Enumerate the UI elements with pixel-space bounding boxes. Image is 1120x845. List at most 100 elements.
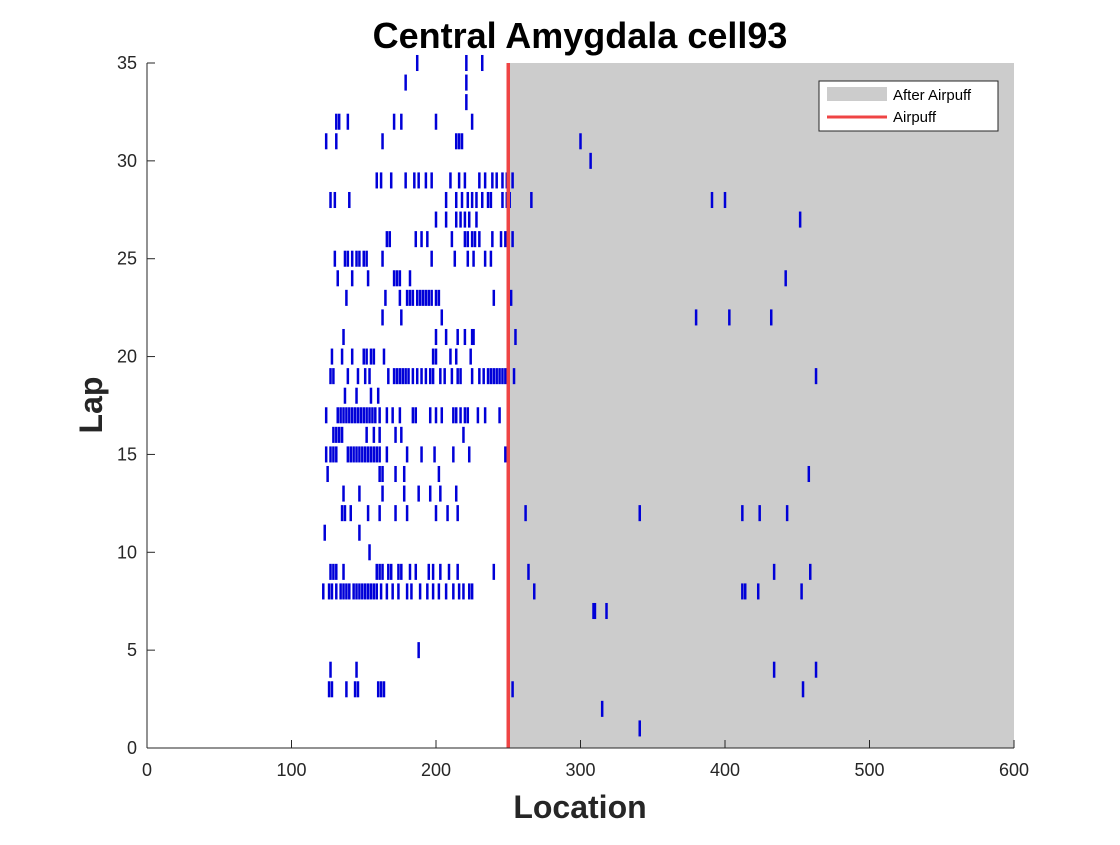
after-airpuff-region xyxy=(508,63,1014,748)
spike-tick xyxy=(431,583,435,600)
spike-tick xyxy=(410,583,413,600)
spike-tick xyxy=(345,407,348,424)
spike-tick xyxy=(426,583,429,600)
spike-tick xyxy=(346,113,350,130)
spike-tick xyxy=(579,133,582,150)
chart-title: Central Amygdala cell93 xyxy=(373,15,788,56)
spike-tick xyxy=(332,446,335,463)
spike-tick xyxy=(387,368,390,385)
spike-tick xyxy=(336,407,339,424)
spike-tick xyxy=(379,583,383,600)
spike-tick xyxy=(372,426,376,443)
y-tick-label: 10 xyxy=(117,542,137,562)
spike-tick xyxy=(511,172,514,189)
spike-tick xyxy=(378,465,381,483)
spike-tick xyxy=(352,446,355,463)
spike-tick xyxy=(329,446,332,463)
spike-tick xyxy=(524,505,527,522)
spike-tick xyxy=(404,172,407,189)
x-tick-label: 500 xyxy=(854,760,884,780)
spike-tick xyxy=(814,661,818,678)
spike-tick xyxy=(333,250,337,267)
spike-tick xyxy=(454,133,458,150)
spike-tick xyxy=(426,231,429,248)
spike-tick xyxy=(459,211,462,228)
spike-tick xyxy=(413,172,416,189)
spike-tick xyxy=(332,368,335,385)
spike-tick xyxy=(465,54,468,72)
spike-tick xyxy=(355,387,358,404)
spike-tick xyxy=(498,368,501,385)
spike-tick xyxy=(638,720,641,737)
spike-tick xyxy=(454,407,458,424)
spike-tick xyxy=(421,289,425,306)
spike-tick xyxy=(361,583,364,600)
spike-tick xyxy=(378,407,381,424)
spike-tick xyxy=(450,368,454,385)
spike-tick xyxy=(372,446,376,463)
y-tick-label: 35 xyxy=(117,53,137,73)
spike-tick xyxy=(491,172,494,189)
spike-tick xyxy=(356,681,360,698)
spike-tick xyxy=(404,74,407,91)
spike-tick xyxy=(486,191,490,209)
y-tick-label: 20 xyxy=(117,347,137,367)
spike-tick xyxy=(600,700,604,717)
spike-tick xyxy=(350,270,354,287)
x-axis-label: Location xyxy=(513,789,646,825)
spike-tick xyxy=(456,328,459,346)
spike-tick xyxy=(368,544,371,561)
spike-tick xyxy=(375,583,379,600)
x-tick-label: 100 xyxy=(276,760,306,780)
spike-tick xyxy=(411,407,415,424)
spike-tick xyxy=(491,231,494,248)
spike-tick xyxy=(478,368,481,385)
spike-tick xyxy=(428,485,432,502)
spike-tick xyxy=(758,505,761,522)
spike-tick xyxy=(489,250,493,267)
spike-tick xyxy=(375,446,379,463)
spike-tick xyxy=(358,446,361,463)
spike-tick xyxy=(418,583,422,600)
spike-tick xyxy=(340,505,344,522)
spike-tick xyxy=(324,133,328,150)
spike-tick xyxy=(430,172,433,189)
spike-tick xyxy=(415,368,419,385)
spike-tick xyxy=(405,446,409,463)
spike-tick xyxy=(463,231,467,248)
spike-tick xyxy=(327,681,331,698)
spike-tick xyxy=(424,289,428,306)
spike-tick xyxy=(446,505,449,522)
spike-tick xyxy=(346,368,350,385)
spike-tick xyxy=(394,426,397,443)
spike-tick xyxy=(391,407,394,424)
spike-tick xyxy=(589,152,592,169)
spike-tick xyxy=(363,446,367,463)
spike-tick xyxy=(335,583,338,600)
spike-tick xyxy=(349,505,352,522)
spike-tick xyxy=(444,583,448,600)
spike-tick xyxy=(424,172,428,189)
y-tick-label: 5 xyxy=(127,640,137,660)
spike-tick xyxy=(355,661,358,678)
spike-tick xyxy=(434,348,438,365)
spike-tick xyxy=(345,289,348,306)
spike-tick xyxy=(434,505,438,522)
spike-tick xyxy=(387,563,390,580)
spike-tick xyxy=(495,172,498,189)
spike-tick xyxy=(348,583,351,600)
spike-tick xyxy=(605,602,608,620)
spike-tick xyxy=(465,94,468,111)
spike-tick xyxy=(365,426,368,443)
spike-tick xyxy=(489,191,493,209)
spike-tick xyxy=(414,231,418,248)
spike-tick xyxy=(350,250,354,267)
spike-tick xyxy=(511,231,514,248)
spike-tick xyxy=(470,368,474,385)
spike-tick xyxy=(454,191,458,209)
spike-tick xyxy=(348,407,351,424)
spike-tick xyxy=(400,113,403,130)
spike-tick xyxy=(424,368,428,385)
spike-tick xyxy=(440,407,444,424)
